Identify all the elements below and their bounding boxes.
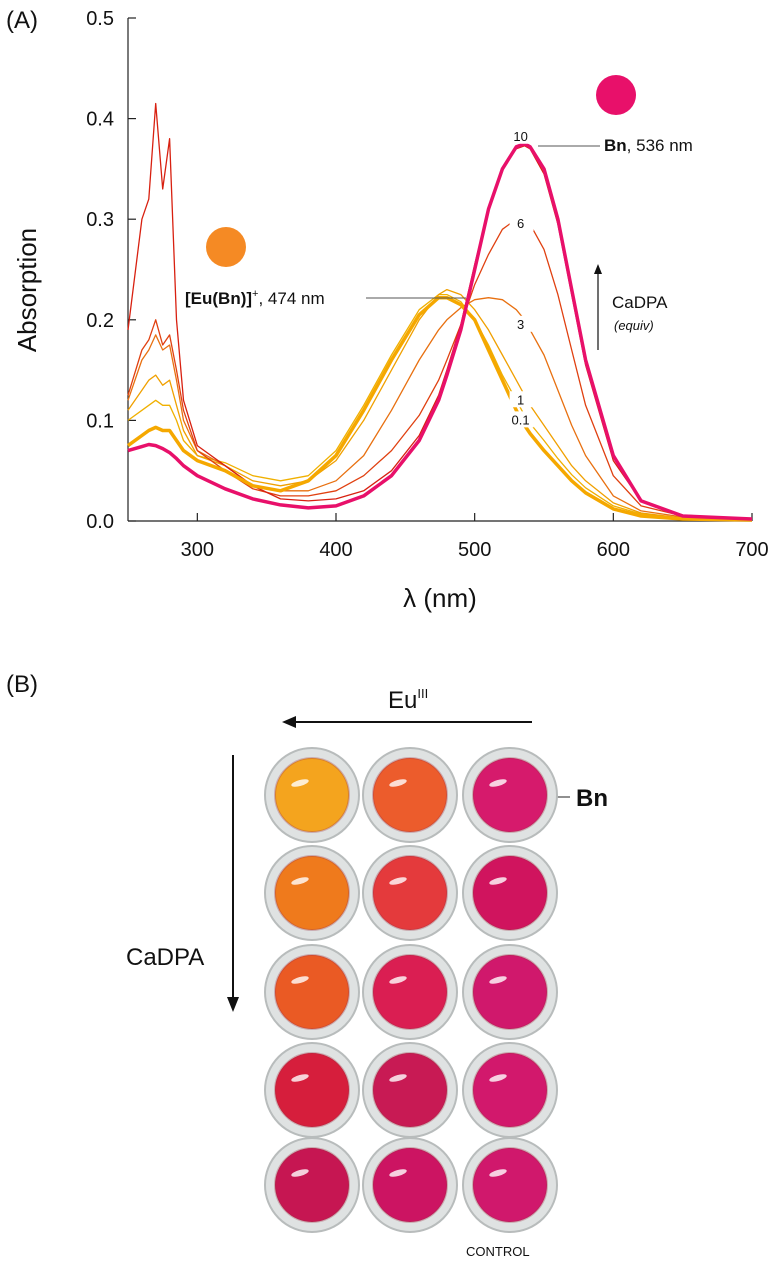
well [372, 1052, 448, 1128]
annotation-text: , 536 nm [627, 136, 693, 155]
arrow-head [227, 997, 239, 1012]
well-highlight [489, 976, 507, 984]
color-dot [596, 75, 636, 115]
y-tick-label: 0.2 [86, 310, 114, 332]
well [472, 757, 548, 833]
series-line [126, 295, 753, 522]
x-tick-label: 300 [181, 539, 214, 561]
series-line [127, 142, 753, 521]
well-highlight [489, 877, 507, 885]
well [472, 855, 548, 931]
well-highlight [389, 877, 407, 885]
arrow-head [282, 716, 296, 728]
series-label: 10 [513, 129, 527, 144]
series-line [127, 293, 753, 521]
series-label: 0.1 [512, 412, 530, 427]
well-highlight [291, 877, 309, 885]
annotation-bold: [Eu(Bn)] [185, 289, 252, 308]
y-tick-label: 0.3 [86, 209, 114, 231]
well [472, 1052, 548, 1128]
y-axis-label: Absorption [12, 228, 42, 352]
series-label: 3 [517, 317, 524, 332]
x-axis-label: λ (nm) [403, 583, 477, 613]
label-bg [509, 391, 534, 408]
arrow-head [594, 264, 602, 274]
well [274, 1052, 350, 1128]
annotation-sup: + [252, 288, 258, 300]
top-label-text: Eu [388, 687, 417, 714]
y-tick-label: 0.1 [86, 410, 114, 432]
well [274, 1147, 350, 1223]
top-label: EuIII [388, 686, 428, 714]
well-highlight [389, 779, 407, 787]
well-highlight [489, 1074, 507, 1082]
panel-label: (B) [6, 671, 38, 698]
color-dot [206, 227, 246, 267]
well [372, 855, 448, 931]
series-label: 1 [517, 392, 524, 407]
x-tick-label: 400 [319, 539, 352, 561]
series-label: 6 [517, 216, 524, 231]
well [274, 855, 350, 931]
side-label: CaDPA [126, 944, 204, 971]
well [472, 954, 548, 1030]
well-highlight [389, 976, 407, 984]
well [372, 954, 448, 1030]
label-bg [509, 411, 534, 428]
x-tick-label: 700 [735, 539, 768, 561]
arrow-label: CaDPA [612, 293, 668, 312]
top-label-sup: III [417, 686, 428, 701]
annotation-text: , 474 nm [258, 289, 324, 308]
x-tick-label: 600 [597, 539, 630, 561]
well-highlight [291, 779, 309, 787]
series-line [127, 218, 753, 520]
well [274, 757, 350, 833]
well [372, 1147, 448, 1223]
well-highlight [291, 1074, 309, 1082]
panel-label: (A) [6, 7, 38, 34]
well-highlight [389, 1074, 407, 1082]
well-highlight [291, 1169, 309, 1177]
label-bg [509, 315, 534, 332]
well-highlight [489, 1169, 507, 1177]
well-highlight [291, 976, 309, 984]
well [372, 757, 448, 833]
x-tick-label: 500 [458, 539, 491, 561]
well-label: Bn [576, 785, 608, 812]
well-highlight [489, 779, 507, 787]
y-tick-label: 0.4 [86, 109, 114, 131]
plate [264, 747, 558, 1233]
well [274, 954, 350, 1030]
footer-label: CONTROL [466, 1244, 530, 1259]
arrow-sublabel: (equiv) [614, 318, 654, 333]
well-highlight [389, 1169, 407, 1177]
y-tick-label: 0.0 [86, 511, 114, 533]
y-tick-label: 0.5 [86, 8, 114, 30]
label-bg [509, 215, 534, 232]
well [472, 1147, 548, 1223]
annotation: Bn, 536 nm [604, 136, 693, 155]
series-line [127, 297, 753, 520]
annotation: [Eu(Bn)]+, 474 nm [185, 288, 325, 308]
annotation-bold: Bn [604, 136, 627, 155]
label-bg [509, 127, 534, 144]
